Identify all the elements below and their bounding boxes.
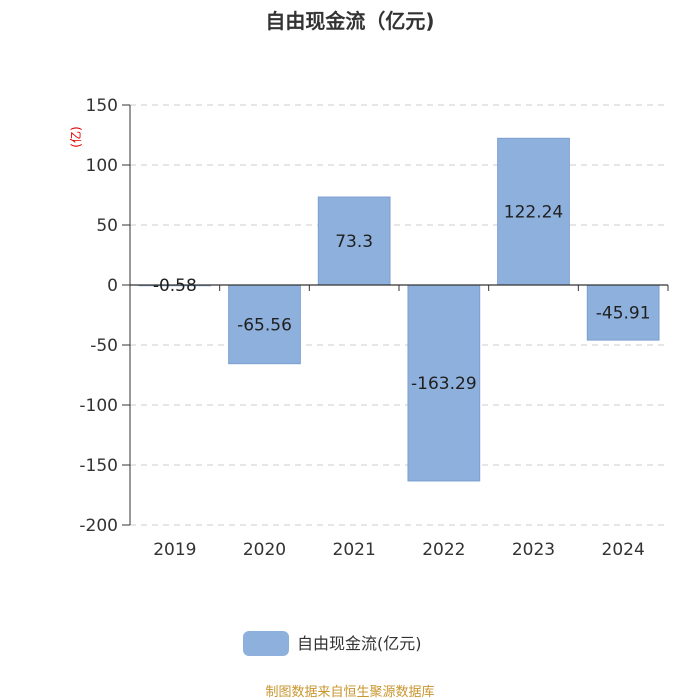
bar[interactable] [317,196,391,286]
y-tick-label: -150 [79,456,118,476]
source-note: 制图数据来自恒生聚源数据库 [265,684,434,700]
gridlines [130,104,668,526]
bar[interactable] [407,284,481,482]
data-label: 122.24 [504,203,563,223]
y-tick-label: 0 [107,276,118,296]
bar[interactable] [497,137,570,286]
y-tick-label: -100 [79,396,118,416]
x-tick-label: 2023 [512,540,555,560]
legend-swatch [243,631,289,656]
legend[interactable]: 自由现金流(亿元) [243,631,422,656]
data-label: -45.91 [596,304,651,324]
y-tick-label: -200 [79,516,118,536]
y-tick-label: 100 [86,156,118,176]
x-tick-label: 2022 [422,540,465,560]
x-tick-label: 2021 [333,540,376,560]
data-label: -0.58 [153,276,197,296]
data-label: -163.29 [411,374,477,394]
y-axis-label: (亿) [68,126,83,147]
y-tick-label: 150 [86,96,118,116]
x-tick-label: 2019 [153,540,196,560]
y-tick-label: 50 [96,216,118,236]
legend-label: 自由现金流(亿元) [297,634,422,653]
bar[interactable] [586,284,660,341]
data-label: 73.3 [335,232,373,252]
y-tick-label: -50 [90,336,118,356]
x-tick-label: 2024 [602,540,645,560]
x-tick-label: 2020 [243,540,286,560]
bars [138,137,660,482]
data-labels: -0.58 -65.56 73.3 -163.29 122.24 -45.91 [153,203,651,394]
axes: 150 100 50 0 -50 -100 -150 -200 2019 2020 2021 2022… [79,96,669,560]
data-label: -65.56 [237,315,292,335]
chart-title: 自由现金流（亿元) [265,9,434,33]
